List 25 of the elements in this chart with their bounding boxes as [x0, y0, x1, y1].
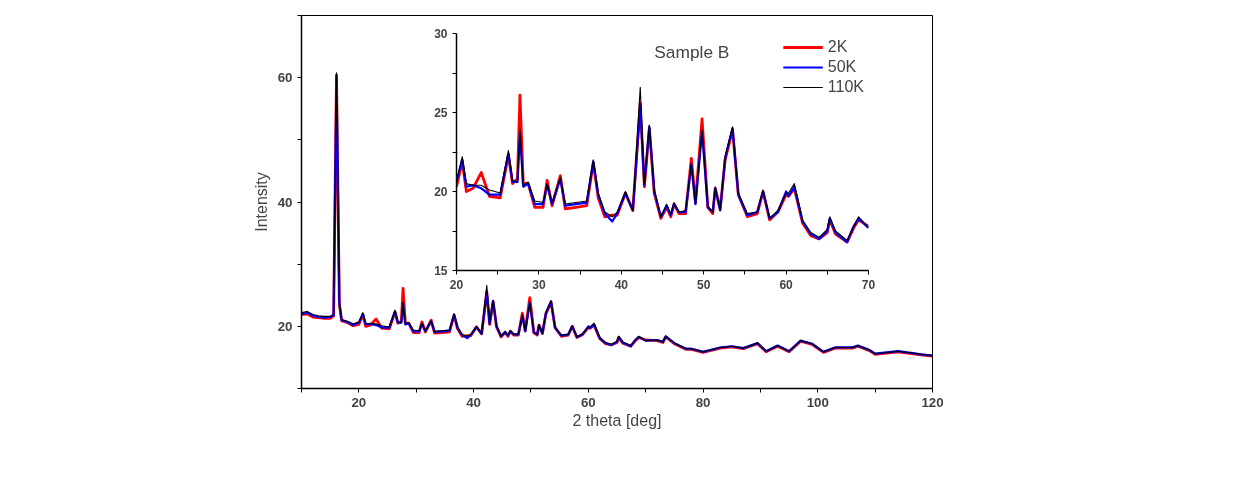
y-tick-label: 20 — [277, 318, 293, 334]
x-tick-label: 80 — [695, 394, 711, 410]
y-tick-label: 30 — [434, 27, 448, 41]
legend-label: 50K — [827, 58, 857, 76]
y-axis-title: Intensity — [252, 172, 270, 232]
y-tick-label: 20 — [434, 185, 448, 199]
y-tick-label: 25 — [434, 106, 448, 120]
x-tick-label: 20 — [351, 394, 367, 410]
legend-label: 110K — [827, 78, 864, 96]
x-tick-label: 40 — [466, 394, 482, 410]
x-tick-label: 100 — [806, 394, 829, 410]
x-tick-label: 120 — [921, 394, 944, 410]
x-tick-label: 50 — [697, 277, 711, 292]
x-tick-label: 30 — [532, 277, 546, 292]
x-tick-label: 60 — [779, 277, 794, 292]
y-tick-label: 40 — [277, 194, 293, 210]
x-tick-label: 40 — [614, 277, 629, 292]
x-axis-title: 2 theta [deg] — [572, 411, 662, 429]
legend-label: 2K — [827, 38, 848, 56]
x-tick-label: 60 — [580, 394, 596, 410]
x-tick-label: 70 — [861, 277, 876, 292]
y-tick-label: 60 — [277, 70, 293, 86]
x-tick-label: 20 — [449, 277, 464, 292]
annotation: Sample B — [654, 42, 730, 63]
y-tick-label: 15 — [434, 264, 448, 278]
